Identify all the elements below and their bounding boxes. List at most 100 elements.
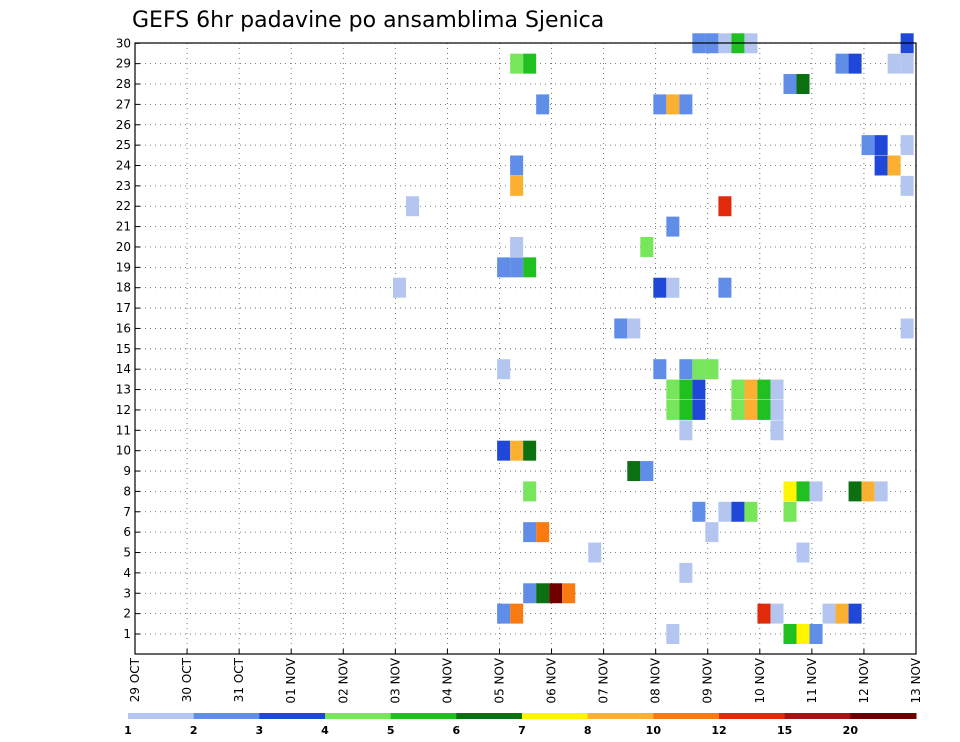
precip-cell [796, 542, 810, 563]
precip-cell [692, 359, 706, 380]
y-tick-label: 6 [123, 525, 131, 539]
precip-cell [900, 318, 914, 339]
y-tick-label: 15 [116, 342, 131, 356]
precip-cell [900, 135, 914, 156]
y-tick-label: 8 [123, 484, 131, 498]
y-tick-label: 3 [123, 586, 131, 600]
precip-cell [523, 53, 537, 74]
precip-cell [757, 379, 771, 400]
precip-cell [835, 53, 849, 74]
precip-cell [640, 236, 654, 257]
precip-cell [692, 399, 706, 420]
colorbar-segment [719, 713, 786, 719]
precip-cell [822, 603, 836, 624]
y-tick-label: 24 [116, 158, 131, 172]
precip-cell [523, 583, 537, 604]
precip-cell [783, 481, 797, 502]
precip-cell [497, 603, 511, 624]
precip-cell [510, 440, 524, 461]
precip-cell [523, 522, 537, 543]
precip-cell [705, 522, 719, 543]
precip-cell [666, 624, 680, 644]
y-tick-label: 13 [116, 383, 131, 397]
precip-cell [874, 155, 888, 176]
precip-cell [536, 522, 550, 543]
precip-cell [653, 94, 667, 115]
y-tick-label: 12 [116, 403, 131, 417]
precip-cell [679, 359, 693, 380]
precip-cell [406, 196, 420, 217]
y-tick-label: 27 [116, 97, 131, 111]
y-tick-label: 22 [116, 199, 131, 213]
precip-cell [392, 277, 407, 298]
colorbar-label: 6 [453, 724, 461, 737]
colorbar-segment [850, 713, 917, 719]
precip-cell [679, 420, 693, 441]
x-axis: 29 OCT 30 OCT 31 OCT 01 NOV 02 NOV 03 NOV 04 N… [128, 649, 923, 704]
y-tick-label: 9 [123, 464, 131, 478]
precip-cell [770, 399, 784, 420]
precip-cell [640, 461, 654, 482]
precip-cell [731, 379, 745, 400]
precip-cell [744, 379, 758, 400]
x-tick-label: 10 NOV [753, 657, 767, 703]
precip-cell [523, 257, 537, 278]
precip-cell [523, 440, 537, 461]
y-tick-label: 26 [116, 118, 131, 132]
x-tick-label: 02 NOV [336, 657, 350, 703]
precip-cell [874, 481, 888, 502]
precip-cell [692, 501, 706, 522]
colorbar-segment [653, 713, 720, 719]
x-tick-label: 06 NOV [545, 657, 559, 703]
precip-cell [536, 94, 550, 115]
colorbar-label: 7 [518, 724, 526, 737]
precip-cell [861, 481, 875, 502]
x-tick-label: 31 OCT [232, 657, 246, 702]
precip-cell [666, 94, 680, 115]
colorbar-segment [193, 713, 260, 719]
colorbar: 1 2 3 4 5 6 7 8 10 12 15 20 [124, 713, 917, 737]
precip-cell [588, 542, 602, 563]
precip-cell [809, 624, 823, 644]
precip-cell [510, 53, 524, 74]
precip-cell [549, 583, 563, 604]
precip-cell [679, 562, 693, 583]
precip-cell [497, 257, 511, 278]
precip-cell [887, 53, 901, 74]
x-tick-label: 01 NOV [284, 657, 298, 703]
precip-cell [666, 277, 680, 298]
precip-cell [653, 359, 667, 380]
colorbar-label: 5 [387, 724, 395, 737]
precip-cell [510, 236, 524, 257]
y-tick-label: 16 [116, 321, 131, 335]
precip-cell [796, 481, 810, 502]
colorbar-segment [390, 713, 457, 719]
precip-cell [809, 481, 823, 502]
precip-cell [848, 481, 862, 502]
y-tick-label: 11 [116, 423, 131, 437]
precip-cell [679, 94, 693, 115]
precip-cell [848, 603, 862, 624]
precip-cell [679, 379, 693, 400]
y-tick-label: 30 [116, 36, 131, 50]
y-tick-label: 20 [116, 240, 131, 254]
precip-cell [666, 216, 680, 237]
precip-cell [874, 135, 888, 156]
precip-cell [679, 399, 693, 420]
precip-cell [783, 624, 797, 644]
precip-cell [627, 318, 641, 339]
precip-cell [770, 420, 784, 441]
y-axis: 1234567891011121314151617181920212223242… [116, 36, 140, 641]
precip-cell [614, 318, 628, 339]
y-tick-label: 7 [123, 505, 131, 519]
precip-cell [536, 583, 550, 604]
precip-cell [562, 583, 576, 604]
y-tick-label: 10 [116, 444, 131, 458]
colorbar-label: 4 [321, 724, 329, 737]
precip-cell [718, 196, 732, 217]
y-tick-label: 1 [123, 627, 131, 641]
colorbar-segment [325, 713, 392, 719]
precip-cell [510, 155, 524, 176]
y-tick-label: 25 [116, 138, 131, 152]
colorbar-label: 3 [256, 724, 264, 737]
